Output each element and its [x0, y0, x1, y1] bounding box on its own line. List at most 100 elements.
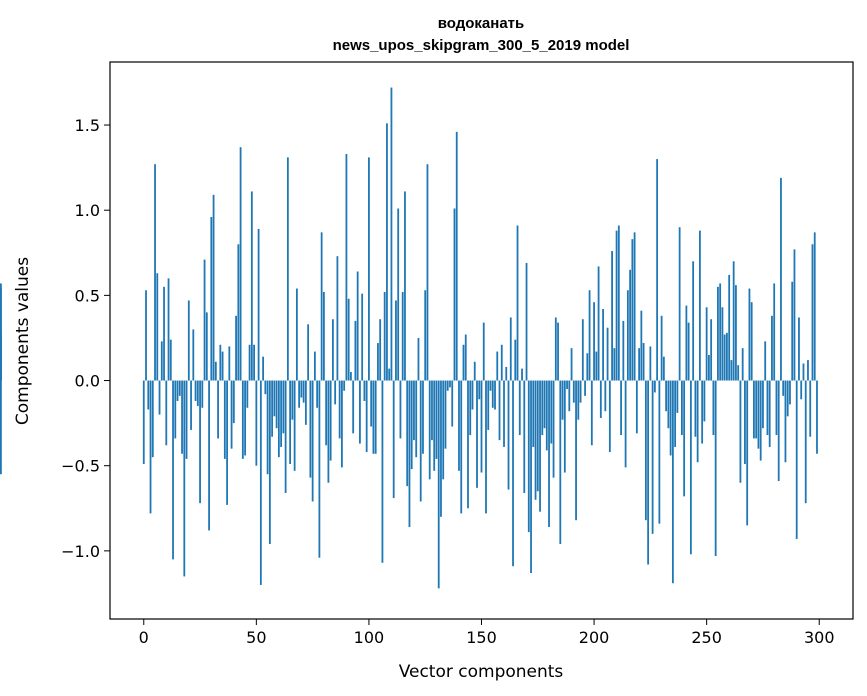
bar	[671, 380, 674, 584]
bar	[507, 380, 510, 490]
bar	[759, 380, 762, 461]
bar	[680, 380, 683, 436]
bar	[521, 368, 523, 381]
bar	[644, 380, 647, 521]
bar	[145, 290, 147, 381]
bar	[602, 308, 604, 381]
bar	[205, 312, 208, 381]
bar	[642, 343, 645, 381]
bar	[325, 380, 328, 446]
bar	[214, 361, 217, 381]
bar	[221, 351, 224, 381]
bar	[732, 261, 735, 381]
bar	[341, 380, 343, 468]
bar	[273, 380, 276, 417]
bar	[786, 380, 789, 417]
bar	[807, 360, 809, 381]
bar	[604, 380, 607, 412]
y-tick-label: 1.0	[75, 201, 100, 220]
bar	[476, 380, 478, 488]
bar	[381, 380, 384, 563]
bar	[561, 380, 564, 420]
bar	[379, 319, 382, 381]
bar	[268, 380, 271, 545]
bar	[262, 356, 264, 381]
bar	[813, 232, 816, 381]
bar	[703, 380, 706, 422]
bar	[795, 380, 798, 539]
bar	[462, 344, 465, 381]
bar	[647, 380, 650, 565]
bar	[309, 380, 312, 478]
bar	[712, 380, 715, 436]
bar	[710, 319, 713, 381]
bar	[426, 164, 429, 381]
bar	[228, 346, 231, 381]
bar	[232, 380, 235, 424]
bar	[505, 366, 508, 381]
bar	[190, 380, 192, 430]
bar	[437, 380, 440, 589]
bar	[509, 317, 512, 381]
bar	[467, 380, 469, 509]
bar	[192, 329, 195, 381]
y-tick-label: 1.5	[75, 116, 100, 135]
bar	[183, 380, 186, 577]
bar	[775, 380, 778, 436]
x-axis-label: Vector components	[399, 662, 564, 682]
bar	[629, 269, 631, 381]
bar	[764, 341, 767, 381]
bar	[685, 305, 688, 381]
bar	[696, 380, 699, 463]
bar	[223, 380, 226, 459]
bar	[568, 380, 571, 412]
bar	[595, 351, 598, 381]
bar	[417, 337, 420, 381]
bar	[174, 380, 177, 439]
bar	[343, 380, 346, 391]
bar	[516, 225, 519, 381]
bar	[667, 380, 670, 429]
bar	[534, 380, 537, 500]
bar	[615, 230, 618, 381]
x-tick-label: 150	[466, 628, 497, 647]
bar	[575, 380, 577, 521]
bar	[640, 310, 643, 381]
bar	[208, 380, 210, 531]
bar	[638, 348, 641, 381]
bar	[237, 244, 240, 381]
bar	[372, 380, 375, 454]
bar	[593, 302, 595, 381]
y-axis-label: Components values	[13, 257, 33, 425]
bar	[557, 322, 559, 381]
bar	[442, 380, 445, 480]
bar	[185, 380, 188, 459]
bar	[368, 157, 370, 381]
bar	[512, 380, 514, 567]
bar	[397, 208, 400, 381]
x-tick-label: 100	[354, 628, 385, 647]
bar	[653, 380, 656, 393]
bar	[674, 380, 677, 447]
bar	[473, 361, 476, 381]
bar	[316, 380, 319, 408]
bar	[705, 307, 708, 381]
bar	[737, 365, 740, 381]
bar	[525, 263, 528, 381]
bar	[435, 380, 438, 459]
bar	[586, 353, 589, 381]
bar	[514, 339, 517, 381]
bar	[678, 227, 681, 381]
bar	[503, 380, 505, 447]
bar	[352, 380, 355, 434]
bar	[550, 380, 553, 444]
bar	[395, 300, 397, 381]
bar	[791, 281, 794, 381]
x-tick-label: 200	[579, 628, 610, 647]
bar	[370, 380, 373, 427]
bar	[271, 380, 274, 437]
bar	[453, 208, 456, 381]
chart-subtitle: news_upos_skipgram_300_5_2019 model	[333, 37, 630, 54]
bar	[210, 217, 213, 381]
bar	[446, 380, 449, 391]
